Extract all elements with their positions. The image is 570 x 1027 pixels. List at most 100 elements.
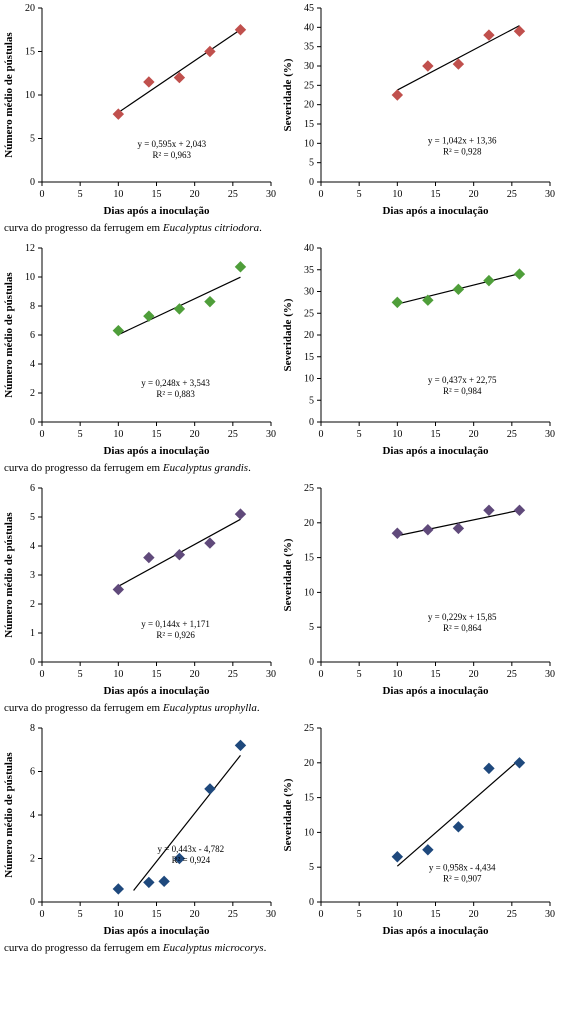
svg-text:10: 10 — [113, 909, 123, 920]
svg-text:40: 40 — [304, 22, 314, 33]
equation-text: y = 0,595x + 2,043 — [137, 139, 206, 149]
svg-text:45: 45 — [304, 3, 314, 14]
svg-text:10: 10 — [304, 138, 314, 149]
svg-text:8: 8 — [30, 301, 35, 312]
svg-text:10: 10 — [113, 429, 123, 440]
svg-text:15: 15 — [304, 119, 314, 130]
svg-text:10: 10 — [304, 587, 314, 598]
svg-text:20: 20 — [304, 518, 314, 529]
svg-text:2: 2 — [30, 854, 35, 865]
svg-text:25: 25 — [228, 669, 238, 680]
chart-p1L: 05101520253005101520Dias após a inoculaç… — [0, 0, 279, 220]
svg-text:25: 25 — [228, 429, 238, 440]
svg-text:30: 30 — [266, 429, 276, 440]
svg-text:6: 6 — [30, 330, 35, 341]
svg-text:0: 0 — [30, 897, 35, 908]
chart-p2R: 0510152025300510152025303540Dias após a … — [279, 240, 558, 460]
svg-text:40: 40 — [304, 243, 314, 254]
chart-p4R: 0510152025300510152025Dias após a inocul… — [279, 720, 558, 940]
svg-text:0: 0 — [319, 189, 324, 200]
caption-c2: curva do progresso da ferrugem em Eucaly… — [0, 460, 570, 480]
svg-text:20: 20 — [469, 669, 479, 680]
svg-text:30: 30 — [266, 669, 276, 680]
svg-text:5: 5 — [30, 512, 35, 523]
svg-text:5: 5 — [357, 189, 362, 200]
svg-text:10: 10 — [113, 669, 123, 680]
y-axis-label: Severidade (%) — [282, 298, 294, 371]
svg-text:0: 0 — [319, 909, 324, 920]
svg-text:0: 0 — [30, 657, 35, 668]
svg-text:5: 5 — [78, 669, 83, 680]
svg-text:20: 20 — [469, 429, 479, 440]
svg-text:25: 25 — [228, 189, 238, 200]
svg-text:0: 0 — [40, 909, 45, 920]
r2-text: R² = 0,928 — [443, 146, 482, 156]
r2-text: R² = 0,926 — [156, 630, 195, 640]
svg-text:30: 30 — [266, 189, 276, 200]
svg-text:5: 5 — [357, 429, 362, 440]
svg-text:15: 15 — [152, 669, 162, 680]
svg-text:30: 30 — [545, 669, 555, 680]
svg-text:35: 35 — [304, 42, 314, 53]
svg-text:0: 0 — [309, 897, 314, 908]
svg-text:15: 15 — [304, 553, 314, 564]
svg-text:15: 15 — [25, 47, 35, 58]
x-axis-label: Dias após a inoculação — [382, 445, 489, 457]
caption-c3: curva do progresso da ferrugem em Eucaly… — [0, 700, 570, 720]
x-axis-label: Dias após a inoculação — [382, 925, 489, 937]
svg-text:20: 20 — [304, 330, 314, 341]
r2-text: R² = 0,907 — [443, 874, 482, 884]
svg-text:15: 15 — [152, 909, 162, 920]
svg-text:5: 5 — [309, 395, 314, 406]
y-axis-label: Severidade (%) — [282, 538, 294, 611]
svg-text:15: 15 — [152, 189, 162, 200]
svg-text:0: 0 — [30, 417, 35, 428]
svg-text:15: 15 — [304, 793, 314, 804]
svg-text:0: 0 — [309, 657, 314, 668]
svg-text:10: 10 — [113, 189, 123, 200]
svg-text:5: 5 — [309, 158, 314, 169]
svg-text:3: 3 — [30, 570, 35, 581]
svg-text:30: 30 — [304, 287, 314, 298]
svg-text:30: 30 — [266, 909, 276, 920]
svg-text:25: 25 — [304, 80, 314, 91]
svg-text:0: 0 — [30, 177, 35, 188]
svg-text:10: 10 — [392, 669, 402, 680]
svg-text:10: 10 — [392, 189, 402, 200]
svg-text:5: 5 — [78, 909, 83, 920]
x-axis-label: Dias após a inoculação — [103, 925, 210, 937]
svg-text:20: 20 — [469, 909, 479, 920]
svg-text:25: 25 — [507, 909, 517, 920]
svg-text:30: 30 — [545, 909, 555, 920]
svg-text:30: 30 — [545, 429, 555, 440]
equation-text: y = 0,229x + 15,85 — [428, 612, 497, 622]
svg-text:2: 2 — [30, 388, 35, 399]
svg-text:5: 5 — [309, 862, 314, 873]
svg-text:15: 15 — [304, 352, 314, 363]
x-axis-label: Dias após a inoculação — [103, 685, 210, 697]
svg-text:20: 20 — [190, 189, 200, 200]
y-axis-label: Severidade (%) — [282, 58, 294, 131]
caption-c4: curva do progresso da ferrugem em Eucaly… — [0, 940, 570, 960]
y-axis-label: Severidade (%) — [282, 778, 294, 851]
equation-text: y = 0,144x + 1,171 — [141, 619, 210, 629]
svg-text:35: 35 — [304, 265, 314, 276]
svg-text:10: 10 — [304, 827, 314, 838]
svg-text:25: 25 — [507, 669, 517, 680]
svg-text:20: 20 — [190, 669, 200, 680]
svg-text:25: 25 — [507, 429, 517, 440]
y-axis-label: Número médio de pústulas — [3, 752, 15, 878]
svg-text:0: 0 — [40, 429, 45, 440]
svg-text:30: 30 — [304, 61, 314, 72]
svg-text:25: 25 — [507, 189, 517, 200]
svg-text:25: 25 — [228, 909, 238, 920]
svg-text:1: 1 — [30, 628, 35, 639]
x-axis-label: Dias após a inoculação — [103, 205, 210, 217]
chart-p3L: 0510152025300123456Dias após a inoculaçã… — [0, 480, 279, 700]
svg-text:25: 25 — [304, 483, 314, 494]
svg-text:6: 6 — [30, 483, 35, 494]
svg-text:15: 15 — [431, 669, 441, 680]
x-axis-label: Dias após a inoculação — [103, 445, 210, 457]
svg-text:0: 0 — [319, 669, 324, 680]
r2-text: R² = 0,924 — [172, 855, 211, 865]
